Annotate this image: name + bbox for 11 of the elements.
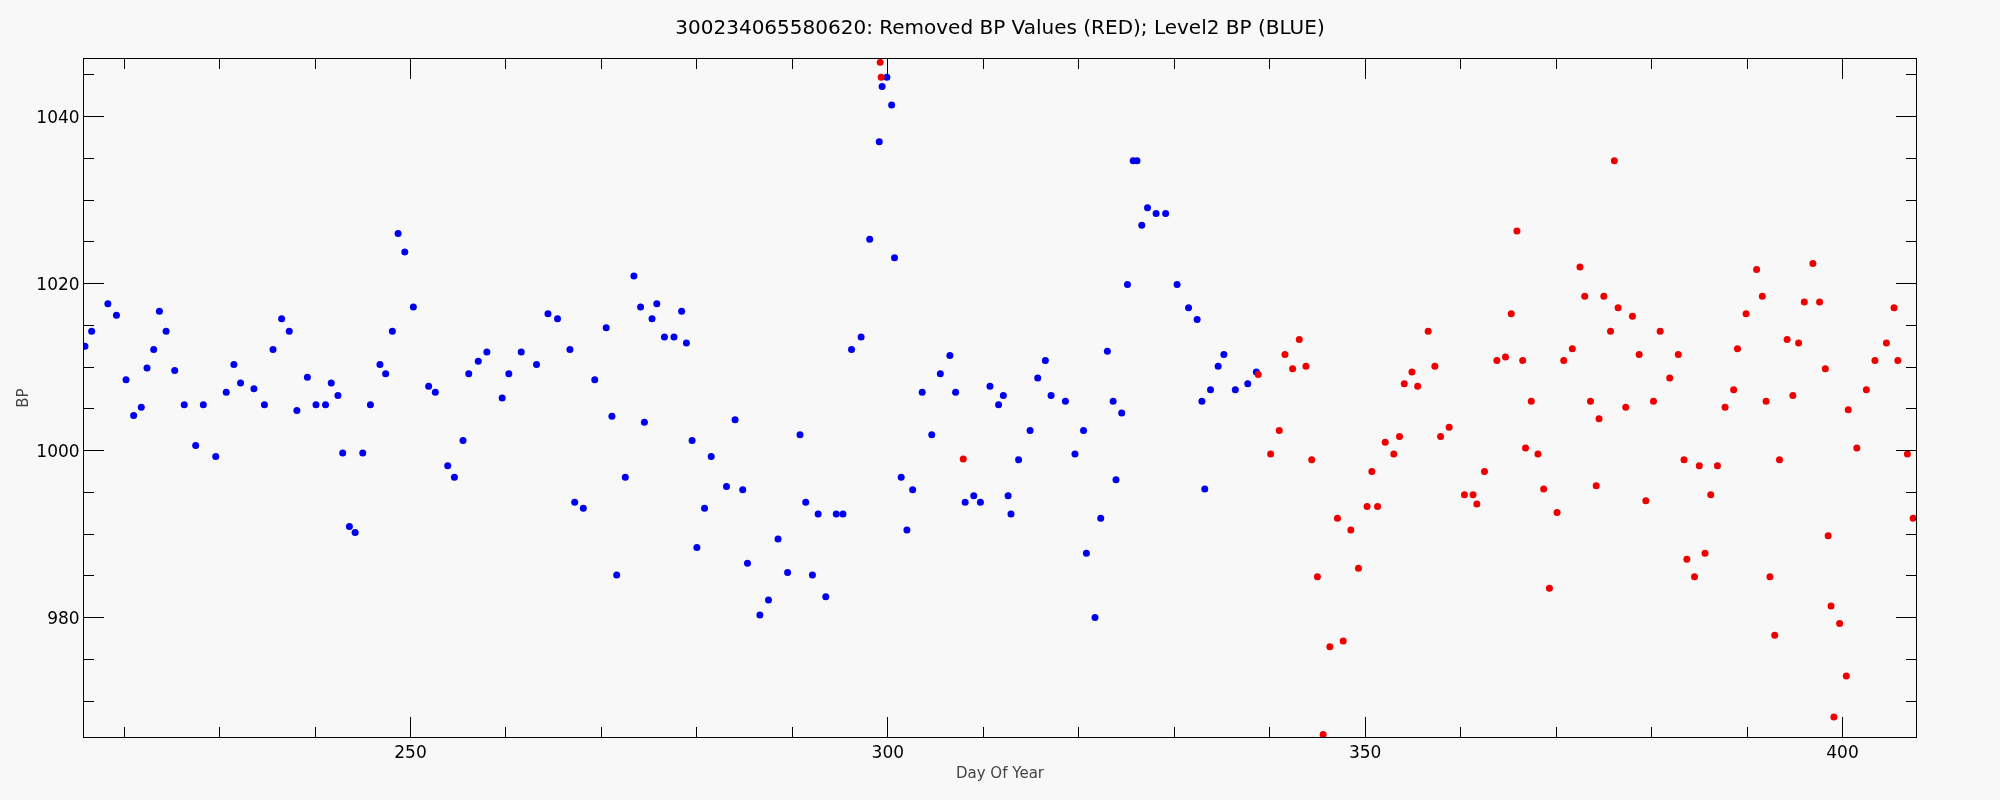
x-tick-label: 400	[1826, 742, 1859, 763]
x-axis-title: Day Of Year	[955, 764, 1045, 783]
x-tick-label: 350	[1348, 742, 1382, 763]
x-tick-label: 250	[394, 742, 427, 763]
y-tick-label: 1000	[36, 440, 80, 461]
y-tick-label: 1020	[36, 273, 80, 294]
x-tick-label: 300	[871, 742, 905, 763]
y-tick-label: 1040	[36, 106, 80, 127]
y-tick-label: 980	[47, 607, 80, 628]
y-axis-title: BP	[13, 388, 32, 408]
chart-title: 300234065580620: Removed BP Values (RED); Level2 BP (BLUE)	[675, 15, 1325, 39]
